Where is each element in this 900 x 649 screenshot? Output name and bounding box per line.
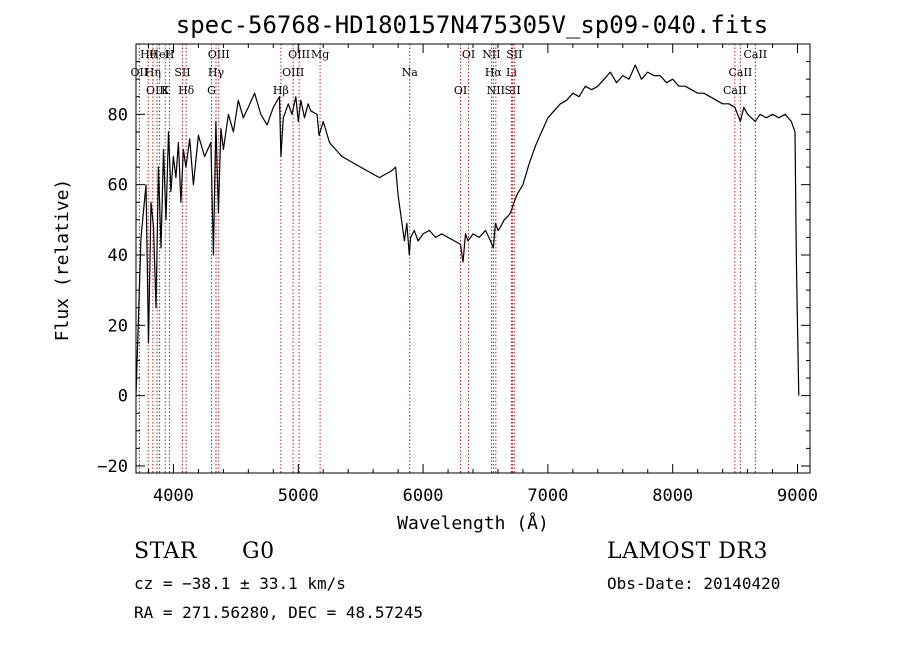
marker-label: OIII — [208, 48, 230, 61]
x-tick-label: 4000 — [153, 486, 194, 506]
axis-ticks: 4000 5000 6000 7000 8000 9000 −20 0 20 40 60 80 — [97, 44, 818, 506]
y-tick-label: 60 — [108, 176, 128, 196]
x-tick-label: 6000 — [403, 486, 444, 506]
x-tick-label: 5000 — [278, 486, 319, 506]
redshift-cz: cz = −38.1 ± 33.1 km/s — [134, 574, 346, 593]
observation-date: Obs-Date: 20140420 — [607, 574, 781, 593]
marker-label: OI — [454, 84, 467, 97]
marker-label: Hη — [145, 66, 161, 79]
marker-label: NII — [482, 48, 500, 61]
marker-label: CaII — [723, 84, 747, 97]
plot-frame — [135, 43, 811, 474]
y-tick-label: 40 — [108, 246, 128, 266]
x-tick-label: 7000 — [527, 486, 568, 506]
marker-label: H — [165, 48, 175, 61]
marker-label: Mg — [311, 48, 329, 61]
y-axis-label: Flux (relative) — [52, 179, 73, 342]
spectrum-line — [135, 64, 800, 396]
marker-label: G — [207, 84, 216, 97]
spectral-subclass: G0 — [242, 539, 275, 564]
marker-label: Hα — [485, 66, 503, 79]
marker-label: NII — [487, 84, 505, 97]
x-tick-label: 8000 — [652, 486, 693, 506]
spectrum-series — [135, 64, 800, 396]
marker-label: Hδ — [178, 84, 195, 97]
y-tick-label: 80 — [108, 105, 128, 125]
chart-title: spec-56768-HD180157N475305V_sp09-040.fit… — [176, 11, 768, 39]
marker-label: Hβ — [273, 84, 289, 97]
marker-label: SII — [504, 84, 520, 97]
marker-label: CaII — [729, 66, 753, 79]
survey-label: LAMOST DR3 — [607, 539, 768, 564]
marker-label: SII — [174, 66, 190, 79]
marker-label: OIII — [288, 48, 310, 61]
x-tick-label: 9000 — [777, 486, 818, 506]
line-markers: HθOIIOIIIHeIHηKHSIIHδOIIIHγGOIIIOIIIHβMg… — [131, 44, 767, 473]
sky-coordinates: RA = 271.56280, DEC = 48.57245 — [134, 603, 423, 622]
marker-label: HeI — [149, 48, 169, 61]
marker-label: OIII — [146, 84, 168, 97]
marker-label: K — [161, 84, 170, 97]
marker-label: OII — [131, 66, 149, 79]
y-tick-label: 20 — [108, 316, 128, 336]
y-tick-label: 0 — [118, 387, 128, 407]
marker-label: Hγ — [208, 66, 225, 79]
y-tick-label: −20 — [97, 457, 128, 477]
marker-label: OIII — [282, 66, 304, 79]
marker-label: SII — [506, 48, 522, 61]
marker-label: CaII — [743, 48, 767, 61]
marker-label: Li — [506, 66, 517, 79]
x-axis-label: Wavelength (Å) — [397, 512, 549, 534]
marker-label: Na — [402, 66, 419, 79]
marker-label: OI — [462, 48, 475, 61]
object-class: STAR — [134, 539, 197, 564]
